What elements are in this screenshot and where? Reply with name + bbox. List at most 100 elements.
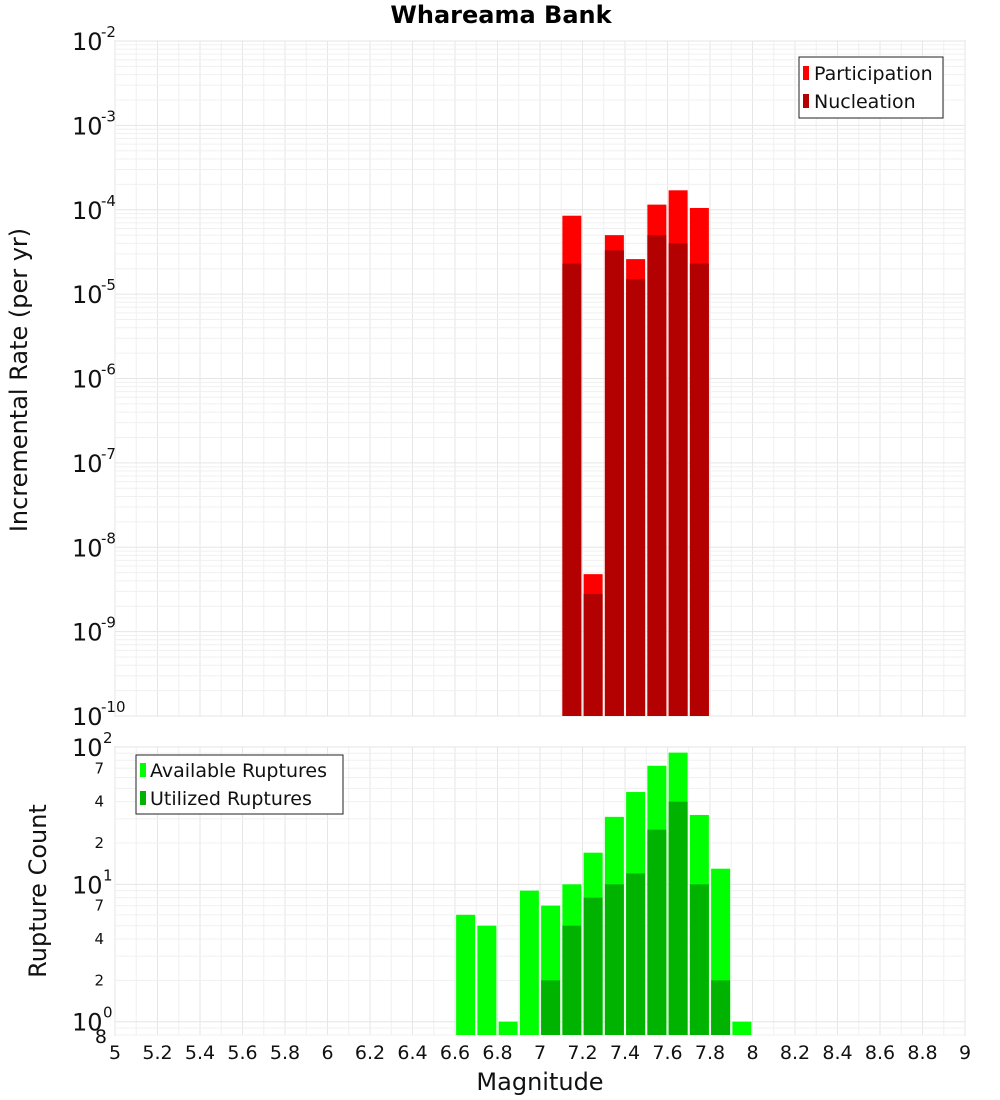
x-tick-label: 5.4 [185,1042,215,1064]
count-y-tick: 10 2 [72,729,113,762]
count-y-tick-exponent: 2 [103,729,113,747]
count-y-minor-tick: 7 [94,897,104,915]
count-y-minor-tick: 4 [94,930,104,948]
nucleation-legend-label: Nucleation [814,91,916,113]
rate-y-tick: 10-10 [72,698,126,731]
rate-grid [114,40,966,717]
nucleation-bar [647,235,667,716]
count-y-minor-tick: 4 [94,793,104,811]
rate-y-tick-exponent: -4 [101,192,116,210]
utilized-bar [604,884,624,1035]
nucleation-bar [604,250,624,717]
rate-y-tick-base: 10 [72,112,103,140]
x-tick-label: 6 [321,1042,333,1064]
x-tick-label: 8.6 [865,1042,895,1064]
x-tick-label: 8.2 [780,1042,810,1064]
nucleation-bar [562,263,582,716]
rate-y-tick: 10-8 [72,529,116,562]
x-tick-label: 8.4 [822,1042,852,1064]
count-y-minor-tick: 8 [95,1026,107,1048]
x-tick-label: 6.8 [482,1042,512,1064]
x-tick-label: 7.8 [695,1042,725,1064]
rate-bars [562,190,709,717]
count-y-tick: 10 0 [72,1004,113,1037]
utilized-bar [626,873,646,1035]
count-legend-box [135,754,344,815]
count-y-minor-tick: 2 [94,834,104,852]
x-tick-label: 6.2 [355,1042,385,1064]
nucleation-bar [626,279,646,716]
rate-y-tick: 10-4 [72,192,116,225]
x-tick-label: 8 [746,1042,758,1064]
count-legend: Available Ruptures Utilized Ruptures [135,754,344,815]
utilized-bar [711,980,731,1035]
count-y-tick-base: 10 [72,1009,103,1037]
available-bar [732,1021,752,1035]
rate-y-tick-exponent: -10 [101,698,126,716]
nucleation-legend-swatch [803,94,809,108]
available-bar [477,925,497,1035]
rate-y-tick: 10-9 [72,614,116,647]
x-tick-label: 6.4 [397,1042,427,1064]
count-y-tick-base: 10 [72,734,103,762]
available-bar [498,1021,518,1035]
rate-y-tick: 10-5 [72,276,116,309]
count-y-axis-label: Rupture Count [24,804,52,978]
utilized-bar [541,980,561,1035]
x-tick-label: 9 [959,1042,971,1064]
x-tick-label: 5.6 [227,1042,257,1064]
nucleation-bar [583,593,603,716]
utilized-legend-swatch [140,791,146,805]
rate-y-tick: 10-6 [72,361,116,394]
rate-y-axis-label: Incremental Rate (per yr) [5,228,33,532]
rate-y-tick-exponent: -3 [101,107,116,125]
rate-y-tick-base: 10 [72,450,103,478]
available-bar [456,914,476,1035]
x-tick-label: 6.6 [440,1042,470,1064]
count-y-minor-tick: 7 [94,759,104,777]
rate-y-tick-exponent: -8 [101,529,116,547]
x-axis-label: Magnitude [476,1068,603,1096]
x-tick-label: 5.8 [270,1042,300,1064]
utilized-bar [562,925,582,1035]
rate-y-tick-exponent: -9 [101,614,116,632]
x-tick-label: 7 [534,1042,546,1064]
rate-y-tick-base: 10 [72,197,103,225]
rate-y-tick-base: 10 [72,534,103,562]
count-bars [456,752,752,1035]
utilized-bar [689,884,709,1035]
rate-y-tick-base: 10 [72,703,103,731]
available-legend-label: Available Ruptures [150,760,327,782]
available-legend-swatch [140,763,146,777]
count-y-tick-exponent: 1 [103,866,113,884]
utilized-legend-label: Utilized Ruptures [150,788,312,810]
rate-y-tick-exponent: -6 [101,361,116,379]
utilized-bar [647,829,667,1035]
nucleation-bar [668,243,688,717]
rate-y-tick-exponent: -2 [101,23,116,41]
rate-y-tick-base: 10 [72,366,103,394]
rate-legend: Participation Nucleation [798,56,944,119]
x-tick-label: 5.2 [142,1042,172,1064]
rate-y-tick-exponent: -5 [101,276,116,294]
participation-legend-swatch [803,66,809,80]
rate-legend-box [798,56,944,119]
rate-y-tick-exponent: -7 [101,445,116,463]
rate-y-tick-base: 10 [72,281,103,309]
count-y-minor-tick: 2 [94,971,104,989]
x-tick-label: 7.2 [567,1042,597,1064]
x-tick-label: 5 [109,1042,121,1064]
rate-y-tick-base: 10 [72,28,103,56]
count-y-tick-exponent: 0 [103,1004,113,1022]
rate-y-tick-base: 10 [72,619,103,647]
magnitude-x-ticks: 5 5.2 5.4 5.6 5.8 6 6.2 6.4 6.6 6.8 7 7.2 7.4 7.6 7.8 8… [109,1042,971,1064]
rate-y-tick: 10-2 [72,23,116,56]
participation-legend-label: Participation [814,63,933,85]
x-tick-label: 7.4 [610,1042,640,1064]
rate-y-tick: 10-3 [72,107,116,140]
